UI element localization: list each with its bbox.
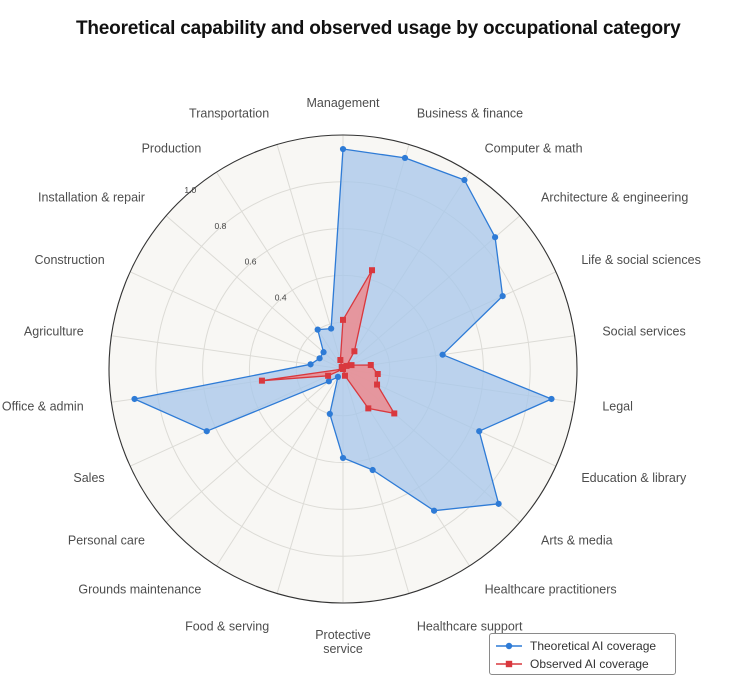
category-label: Construction <box>34 253 104 267</box>
category-label: Arts & media <box>541 534 613 548</box>
theoretical-point <box>203 428 210 435</box>
grid-spoke <box>111 335 344 370</box>
legend-observed-label: Observed AI coverage <box>530 657 649 671</box>
category-label: Social services <box>602 325 685 339</box>
category-label: Legal <box>602 399 633 413</box>
grid-spoke <box>216 368 344 567</box>
observed-point <box>374 381 381 388</box>
legend-item-observed: Observed AI coverage <box>496 655 649 673</box>
observed-point <box>391 410 398 417</box>
category-label: Healthcare practitioners <box>485 582 617 596</box>
chart-title: Theoretical capability and observed usag… <box>76 18 681 39</box>
theoretical-point <box>401 154 409 162</box>
category-label: Grounds maintenance <box>78 582 201 596</box>
observed-point <box>348 362 355 369</box>
category-label: Personal care <box>68 534 145 548</box>
category-label: Computer & math <box>485 142 583 156</box>
theoretical-point <box>461 176 468 184</box>
theoretical-point <box>307 361 314 368</box>
category-label: Protective service <box>315 628 371 656</box>
theoretical-point <box>339 454 347 462</box>
category-labels: Management Business & finance Computer & m… <box>2 96 701 656</box>
theoretical-point <box>339 145 347 153</box>
category-label: Installation & repair <box>38 190 145 204</box>
category-label: Office & admin <box>2 399 84 413</box>
legend-observed-marker <box>496 660 522 668</box>
theoretical-point <box>369 466 376 474</box>
observed-point <box>351 348 358 355</box>
theoretical-point <box>320 349 327 356</box>
observed-point <box>325 372 332 379</box>
theoretical-point <box>495 500 502 507</box>
category-label: Education & library <box>581 471 687 485</box>
grid-spoke <box>165 215 344 370</box>
observed-point <box>338 364 345 371</box>
category-label: Architecture & engineering <box>541 190 688 204</box>
theoretical-point <box>499 292 506 300</box>
theoretical-point <box>548 395 555 403</box>
grid-spoke <box>165 368 344 523</box>
theoretical-point <box>325 378 332 385</box>
theoretical-point <box>326 410 333 418</box>
theoretical-point <box>439 351 446 358</box>
observed-point <box>365 405 372 412</box>
radial-tick-label: 0.8 <box>215 221 227 231</box>
theoretical-point <box>328 325 335 332</box>
observed-point <box>374 370 381 377</box>
radial-tick-label: 0.4 <box>275 292 287 302</box>
chart-legend: Theoretical AI coverage Observed AI cove… <box>489 633 676 675</box>
category-label: Production <box>142 142 202 156</box>
theoretical-point <box>316 355 323 362</box>
observed-point <box>369 267 376 274</box>
observed-point <box>343 362 350 369</box>
theoretical-point <box>334 373 342 380</box>
observed-point <box>258 377 265 384</box>
legend-theoretical-label: Theoretical AI coverage <box>530 639 657 653</box>
radar-series <box>131 145 555 514</box>
radial-tick-labels: 0.4 0.6 0.8 1.0 <box>184 185 287 302</box>
theoretical-point <box>430 507 438 514</box>
theoretical-point <box>131 395 138 403</box>
observed-point <box>337 357 344 364</box>
observed-point <box>367 362 374 369</box>
observed-point <box>340 316 346 323</box>
radial-tick-label: 1.0 <box>184 185 196 195</box>
category-label: Agriculture <box>24 325 84 339</box>
legend-item-theoretical: Theoretical AI coverage <box>496 637 656 655</box>
theoretical-point <box>476 428 483 435</box>
category-label: Food & serving <box>185 619 269 633</box>
category-label: Life & social sciences <box>581 253 701 267</box>
theoretical-point <box>314 326 321 333</box>
theoretical-point <box>491 234 499 241</box>
observed-point <box>341 372 348 379</box>
outer-ring <box>108 134 578 604</box>
category-label: Business & finance <box>417 107 523 121</box>
radial-tick-label: 0.6 <box>245 257 257 267</box>
category-label: Management <box>307 96 380 110</box>
category-label: Transportation <box>189 107 269 121</box>
grid-spoke <box>129 271 344 370</box>
category-label: Healthcare support <box>417 619 523 633</box>
category-label: Sales <box>73 471 104 485</box>
legend-theoretical-marker <box>496 642 522 650</box>
